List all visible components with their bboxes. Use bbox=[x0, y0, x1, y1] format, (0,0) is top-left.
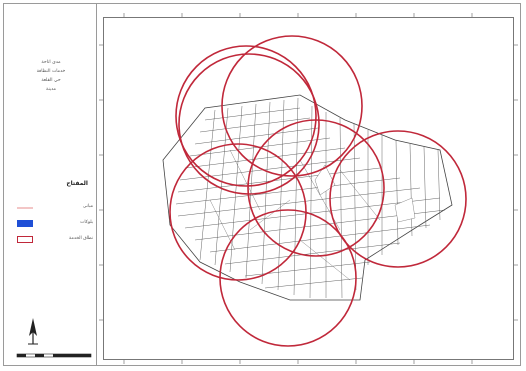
coverage-circle bbox=[219, 209, 357, 347]
right-ticks bbox=[514, 44, 518, 321]
coverage-circle bbox=[221, 35, 363, 177]
blue-fill-symbol bbox=[17, 220, 33, 227]
left-ticks bbox=[99, 44, 103, 321]
map-title: مدى اتاحة خدمات النظافة حي القلعة مدينة bbox=[13, 58, 89, 94]
map-frame bbox=[103, 17, 514, 360]
legend-item-buildings: مبانى bbox=[17, 203, 93, 213]
north-arrow-icon bbox=[28, 318, 38, 345]
legend-item-service-range: نطاق الخدمة bbox=[17, 235, 93, 245]
scale-bar bbox=[16, 353, 92, 358]
pink-line-symbol bbox=[17, 207, 33, 209]
map-title-line-3: حي القلعة bbox=[41, 78, 61, 83]
service-coverage-circles bbox=[169, 35, 467, 347]
top-ticks bbox=[123, 13, 473, 17]
red-outline-symbol bbox=[17, 236, 33, 243]
coverage-circle bbox=[247, 119, 385, 257]
map-title-line-4: مدينة bbox=[46, 87, 56, 92]
map-title-line-2: خدمات النظافة bbox=[36, 69, 66, 74]
bottom-ticks bbox=[123, 360, 473, 364]
legend-title: المفتاح bbox=[66, 180, 88, 187]
legend-label: بلوكات bbox=[80, 220, 93, 225]
map-title-line-1: مدى اتاحة bbox=[41, 60, 61, 65]
coverage-circle bbox=[175, 45, 317, 187]
map-sidebar: مدى اتاحة خدمات النظافة حي القلعة مدينة … bbox=[3, 3, 97, 366]
coverage-circle bbox=[329, 130, 467, 268]
legend-label: مبانى bbox=[82, 204, 93, 209]
district-street-network bbox=[162, 94, 453, 301]
legend-item-blocks: بلوكات bbox=[17, 219, 93, 229]
legend-label: نطاق الخدمة bbox=[69, 236, 93, 241]
